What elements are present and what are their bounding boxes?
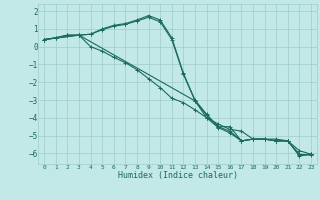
X-axis label: Humidex (Indice chaleur): Humidex (Indice chaleur) [118,171,238,180]
